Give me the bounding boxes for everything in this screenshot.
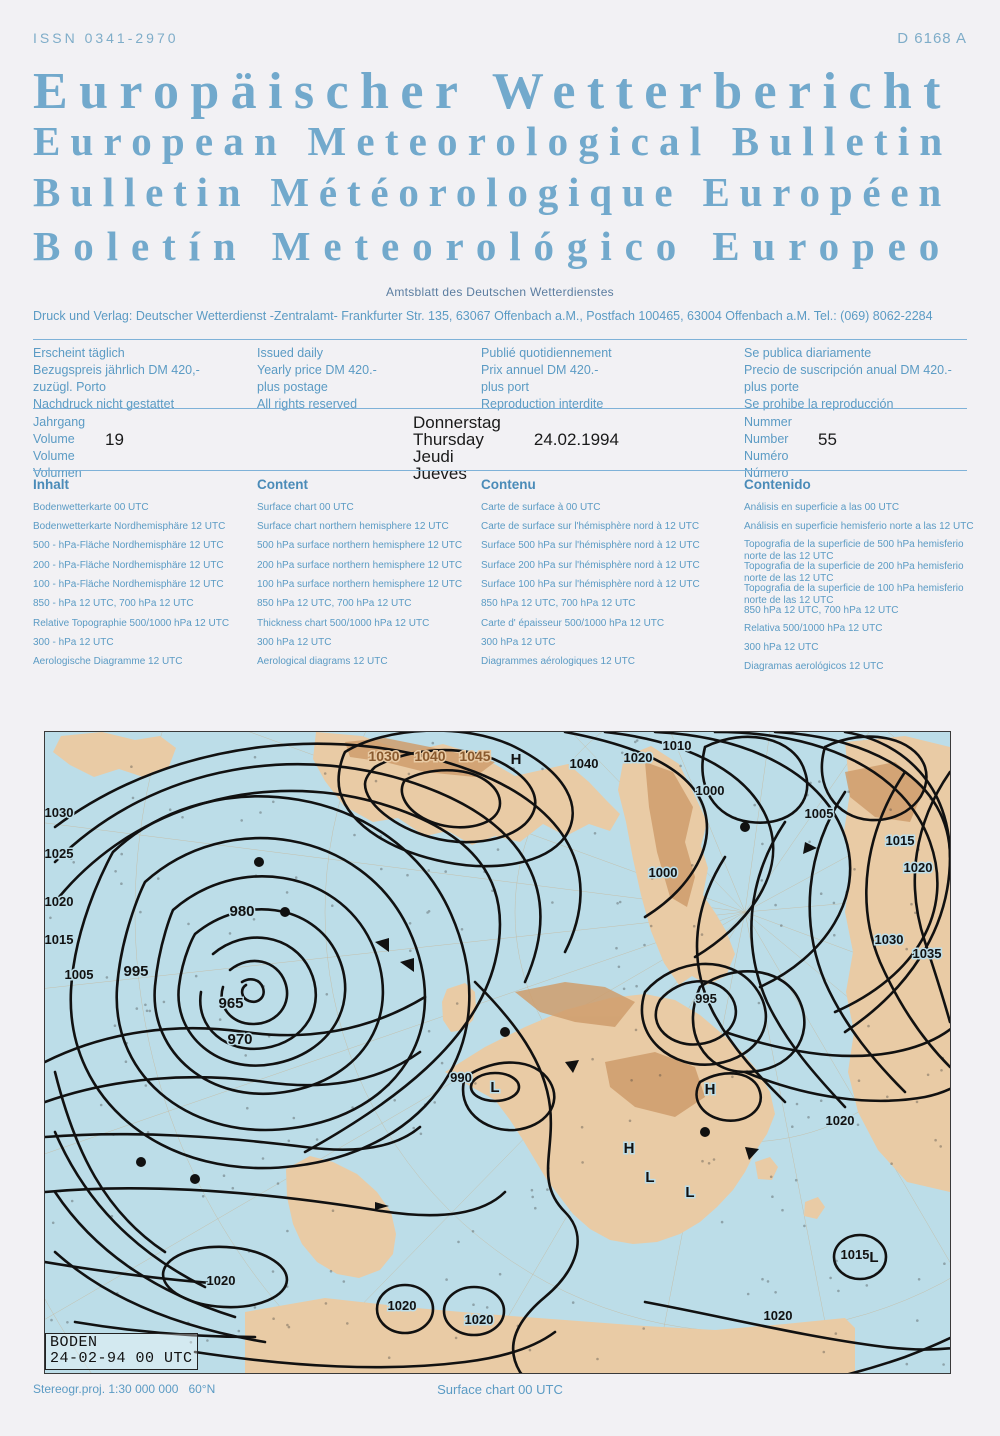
- svg-text:1040: 1040: [570, 756, 599, 771]
- svg-text:965: 965: [218, 995, 243, 1012]
- svg-text:L: L: [490, 1079, 499, 1096]
- svg-text:1020: 1020: [465, 1312, 494, 1327]
- svg-text:1040: 1040: [414, 748, 445, 764]
- svg-text:1015: 1015: [45, 932, 73, 947]
- svg-text:H: H: [705, 1081, 716, 1098]
- svg-text:1020: 1020: [826, 1113, 855, 1128]
- svg-text:1000: 1000: [649, 865, 678, 880]
- svg-text:970: 970: [227, 1031, 252, 1048]
- svg-text:1020: 1020: [904, 860, 933, 875]
- svg-text:995: 995: [695, 991, 717, 1006]
- svg-text:1020: 1020: [764, 1308, 793, 1323]
- svg-text:1005: 1005: [805, 806, 834, 821]
- svg-text:1015: 1015: [886, 833, 915, 848]
- svg-text:995: 995: [123, 963, 148, 980]
- svg-text:H: H: [511, 751, 522, 768]
- svg-text:1030: 1030: [45, 805, 73, 820]
- svg-text:990: 990: [450, 1070, 472, 1085]
- svg-text:1005: 1005: [65, 967, 94, 982]
- svg-text:1030: 1030: [875, 932, 904, 947]
- svg-text:1045: 1045: [459, 748, 490, 764]
- svg-text:1030: 1030: [368, 748, 399, 764]
- svg-text:L: L: [645, 1169, 654, 1186]
- svg-text:1015: 1015: [841, 1247, 870, 1262]
- svg-text:1020: 1020: [388, 1298, 417, 1313]
- svg-text:H: H: [624, 1140, 635, 1157]
- svg-text:1020: 1020: [45, 894, 73, 909]
- svg-text:1035: 1035: [913, 946, 942, 961]
- svg-text:1025: 1025: [45, 846, 73, 861]
- svg-text:1010: 1010: [663, 738, 692, 753]
- svg-text:L: L: [685, 1184, 694, 1201]
- svg-text:1000: 1000: [696, 783, 725, 798]
- svg-text:1020: 1020: [207, 1273, 236, 1288]
- svg-text:L: L: [869, 1249, 878, 1266]
- svg-text:1020: 1020: [624, 750, 653, 765]
- svg-text:980: 980: [229, 903, 254, 920]
